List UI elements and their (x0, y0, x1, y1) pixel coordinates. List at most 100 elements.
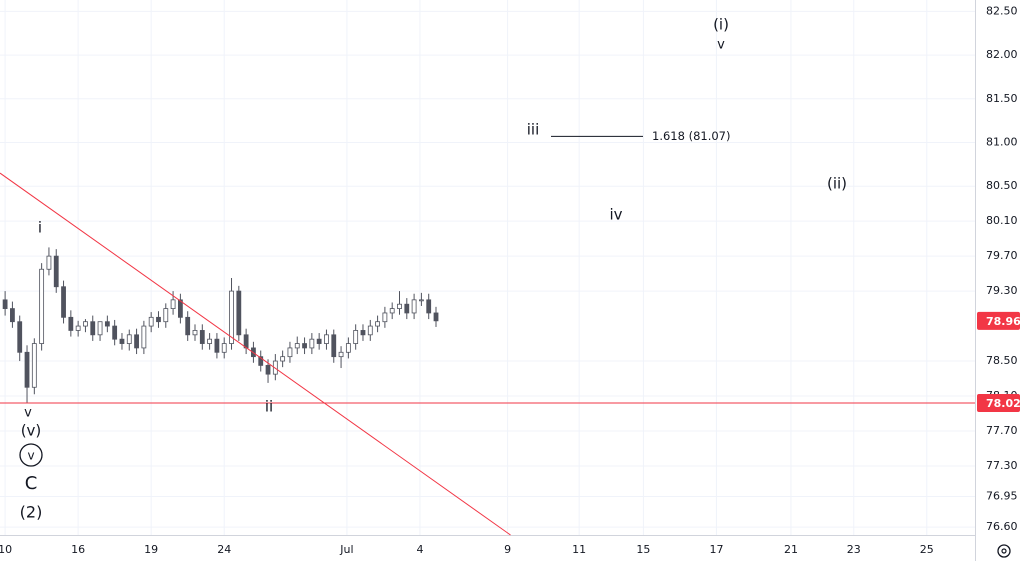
candle-body (411, 299, 417, 314)
candle-body (156, 316, 161, 323)
x-tick-label: 17 (709, 543, 723, 556)
last-price-label: 78.96 (986, 315, 1021, 328)
candle-body (112, 325, 118, 340)
candle-body (258, 356, 264, 366)
candle-body (404, 303, 410, 314)
wave-label: (v) (21, 422, 42, 440)
wave-label: v (717, 38, 725, 53)
candle-body (309, 338, 315, 349)
candle-body (53, 255, 59, 288)
candle-body (243, 334, 249, 349)
wave-label: (ii) (827, 175, 847, 193)
y-tick-label: 81.50 (986, 92, 1018, 105)
x-tick-label: 4 (416, 543, 423, 556)
candle-body (221, 343, 227, 353)
candle-body (287, 347, 293, 358)
candle-body (236, 290, 242, 336)
wave-label: (2) (20, 503, 43, 522)
candle-body (397, 303, 402, 309)
candle-body (126, 334, 132, 344)
wave-label: v (24, 406, 32, 421)
x-tick-label: 10 (0, 543, 12, 556)
support-price-label-box (977, 393, 1020, 412)
circled-wave-marker (19, 443, 43, 467)
y-tick-label: 82.50 (986, 4, 1018, 17)
candle-body (83, 321, 88, 327)
candle-body (331, 334, 337, 358)
candle-body (367, 325, 373, 336)
candle-body (214, 338, 220, 353)
candle-body (17, 321, 23, 353)
x-tick-label: 9 (504, 543, 511, 556)
candle-body (61, 286, 66, 318)
y-tick-label: 82.00 (986, 48, 1018, 61)
candle-body (316, 338, 322, 344)
candle-body (170, 299, 176, 309)
y-tick-label: 76.60 (986, 520, 1018, 533)
wave-label: iii (527, 121, 540, 139)
candle-body (360, 330, 366, 336)
x-tick-label: 25 (920, 543, 934, 556)
candle-body (353, 330, 359, 344)
candle-body (39, 268, 45, 344)
y-tick-label: 76.95 (986, 490, 1018, 503)
candle-body (177, 299, 183, 318)
y-tick-label: 78.50 (986, 354, 1018, 367)
candle-body (24, 351, 30, 388)
candle-body (163, 308, 169, 323)
candle-body (419, 299, 424, 302)
candle-body (302, 343, 307, 349)
candle-body (119, 338, 125, 344)
candle-body (46, 255, 52, 270)
candle-body (104, 321, 110, 327)
candle-body (141, 325, 147, 349)
candle-body (2, 299, 8, 309)
x-tick-label: 19 (144, 543, 158, 556)
candle-body (389, 308, 395, 314)
candle-body (382, 312, 388, 323)
wave-label: v (27, 449, 34, 463)
gear-icon[interactable] (997, 544, 1011, 558)
x-tick-label: 16 (71, 543, 85, 556)
y-tick-label: 81.00 (986, 135, 1018, 148)
wave-label: C (25, 473, 38, 494)
wave-label: (i) (713, 16, 729, 34)
candle-body (31, 343, 37, 388)
x-tick-label: 11 (572, 543, 586, 556)
candle-body (90, 321, 96, 336)
trend-line (0, 172, 511, 536)
grid (0, 0, 975, 535)
wave-label: i (38, 219, 42, 237)
candle-body (433, 312, 439, 322)
x-tick-label: 15 (636, 543, 650, 556)
x-tick-label: Jul (339, 543, 353, 556)
support-price-label: 78.02 (986, 397, 1021, 410)
last-price-label-box (977, 311, 1020, 330)
candle-body (192, 330, 198, 336)
candle-body (229, 290, 234, 344)
candle-body (185, 316, 191, 336)
candle-body (75, 325, 81, 331)
candle-body (375, 321, 380, 327)
candle-body (199, 330, 205, 344)
settings-button[interactable] (997, 544, 1011, 558)
candle-body (97, 321, 103, 336)
candle-body (148, 316, 154, 327)
candle-body (280, 356, 286, 362)
y-tick-label: 79.70 (986, 249, 1018, 262)
y-tick-label: 79.30 (986, 284, 1018, 297)
wave-label: ii (265, 398, 273, 416)
candle-body (272, 360, 278, 375)
candle-body (10, 308, 15, 323)
candle-body (134, 334, 139, 349)
x-tick-label: 21 (784, 543, 798, 556)
fib-label: 1.618 (81.07) (652, 129, 730, 143)
y-tick-label: 77.70 (986, 424, 1018, 437)
x-tick-label: 23 (847, 543, 861, 556)
candle-body (294, 343, 300, 349)
gear-hub[interactable] (1001, 548, 1007, 554)
candle-body (345, 343, 351, 353)
x-tick-label: 24 (217, 543, 231, 556)
